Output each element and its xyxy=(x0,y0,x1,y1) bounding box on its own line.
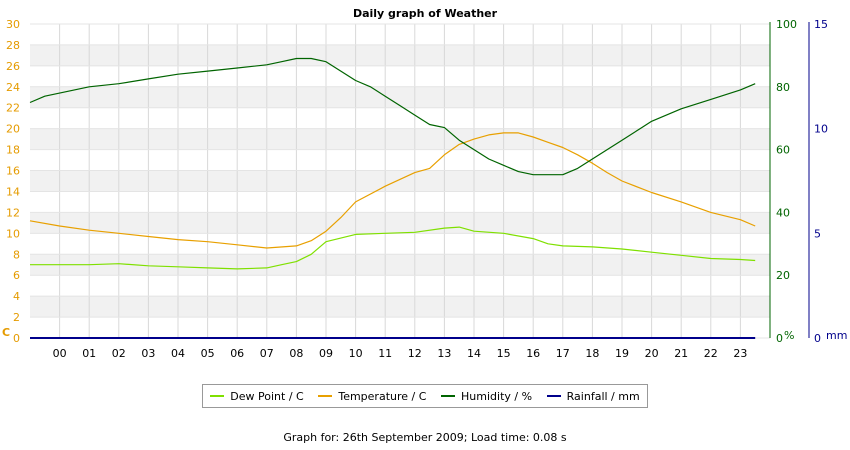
tick-label-x: 10 xyxy=(349,347,363,360)
humidity-axis-unit: % xyxy=(784,329,794,342)
vertical-gridlines xyxy=(59,24,741,338)
tick-label-x: 18 xyxy=(585,347,599,360)
grid-band xyxy=(30,170,770,192)
tick-label-left: 2 xyxy=(13,311,20,324)
axis-lines xyxy=(769,22,810,338)
legend-label-temperature: Temperature / C xyxy=(338,389,427,403)
tick-label-left: 6 xyxy=(13,269,20,282)
tick-label-x: 17 xyxy=(556,347,570,360)
tick-label-x: 23 xyxy=(733,347,747,360)
tick-label-x: 22 xyxy=(704,347,718,360)
tick-label-left: 4 xyxy=(13,290,20,303)
tick-label-left: 10 xyxy=(6,227,20,240)
tick-label-x: 04 xyxy=(171,347,185,360)
tick-label-humidity: 0 xyxy=(776,332,783,345)
series-lines xyxy=(29,57,756,339)
tick-label-left: 18 xyxy=(6,144,20,157)
tick-label-x: 16 xyxy=(526,347,540,360)
grid-band xyxy=(30,296,770,318)
tick-label-rainfall: 0 xyxy=(814,332,821,345)
tick-label-x: 07 xyxy=(260,347,274,360)
tick-label-left: 8 xyxy=(13,248,20,261)
tick-label-x: 02 xyxy=(112,347,126,360)
tick-label-x: 11 xyxy=(378,347,392,360)
tick-label-x: 08 xyxy=(289,347,303,360)
tick-label-left: 16 xyxy=(6,165,20,178)
legend-label-rainfall: Rainfall / mm xyxy=(566,389,640,403)
legend-label-humidity: Humidity / % xyxy=(461,389,533,403)
legend-item-rainfall: Rainfall / mm xyxy=(546,389,640,403)
series-line-temperature xyxy=(29,132,756,249)
tick-label-humidity: 60 xyxy=(776,144,790,157)
legend-item-dew-point: Dew Point / C xyxy=(210,389,304,403)
tick-label-x: 20 xyxy=(645,347,659,360)
tick-label-x: 09 xyxy=(319,347,333,360)
tick-label-x: 03 xyxy=(141,347,155,360)
legend-swatch-rainfall xyxy=(546,395,561,397)
tick-label-x: 01 xyxy=(82,347,96,360)
legend-swatch-humidity xyxy=(441,395,456,397)
tick-label-left: 14 xyxy=(6,185,20,198)
tick-label-x: 21 xyxy=(674,347,688,360)
left-axis-unit: C xyxy=(2,326,10,339)
axis-unit-labels: C% mm xyxy=(2,326,847,342)
tick-label-left: 30 xyxy=(6,18,20,31)
legend-swatch-temperature xyxy=(318,395,333,397)
series-line-dew xyxy=(30,226,756,270)
chart-title: Daily graph of Weather xyxy=(353,7,498,20)
tick-label-humidity: 100 xyxy=(776,18,797,31)
tick-label-x: 14 xyxy=(467,347,481,360)
tick-label-left: 28 xyxy=(6,39,20,52)
tick-label-left: 24 xyxy=(6,81,20,94)
tick-label-humidity: 80 xyxy=(776,81,790,94)
legend-item-humidity: Humidity / % xyxy=(441,390,532,403)
series-line-humidity xyxy=(29,57,756,176)
footer-text: Graph for: 26th September 2009; Load tim… xyxy=(283,431,567,444)
x-axis-ticks: 00 01 02 03 04 05 06 07 08 09 10 11 12 13 14 15 16 17 18 19… xyxy=(53,347,748,360)
tick-label-x: 00 xyxy=(53,347,67,360)
tick-label-x: 13 xyxy=(437,347,451,360)
right-axis-rainfall-ticks: 0 5 10 15 xyxy=(814,18,828,345)
tick-label-humidity: 20 xyxy=(776,269,790,282)
tick-label-left: 26 xyxy=(6,60,20,73)
tick-label-left: 22 xyxy=(6,102,20,115)
tick-label-left: 12 xyxy=(6,206,20,219)
chart-legend: Dew Point / C Temperature / C Humidity /… xyxy=(202,384,648,408)
rainfall-axis-unit: mm xyxy=(826,329,847,342)
background-bands xyxy=(30,44,770,318)
tick-label-rainfall: 10 xyxy=(814,123,828,136)
grid-band xyxy=(30,44,770,66)
tick-label-x: 06 xyxy=(230,347,244,360)
grid-band xyxy=(30,254,770,276)
legend-swatch-dew-point xyxy=(210,395,225,397)
tick-label-rainfall: 15 xyxy=(814,18,828,31)
tick-label-x: 15 xyxy=(497,347,511,360)
tick-label-left: 0 xyxy=(13,332,20,345)
grid-band xyxy=(30,86,770,108)
tick-label-x: 19 xyxy=(615,347,629,360)
legend-item-temperature: Temperature / C xyxy=(318,390,426,403)
tick-label-humidity: 40 xyxy=(776,206,790,219)
right-axis-humidity-ticks: 0 20 40 60 80 100 xyxy=(776,18,797,345)
tick-label-rainfall: 5 xyxy=(814,227,821,240)
legend-label-dew-point: Dew Point / C xyxy=(230,389,304,403)
tick-label-x: 12 xyxy=(408,347,422,360)
grid-band xyxy=(30,128,770,150)
grid-band xyxy=(30,212,770,234)
tick-label-x: 05 xyxy=(201,347,215,360)
tick-label-left: 20 xyxy=(6,123,20,136)
